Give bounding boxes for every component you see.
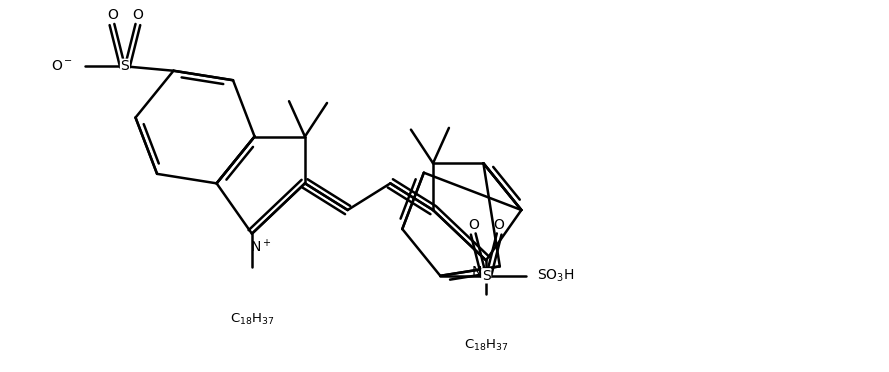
Text: O: O xyxy=(132,8,143,22)
Text: SO$_3$H: SO$_3$H xyxy=(537,267,574,284)
Text: N: N xyxy=(472,265,483,279)
Text: N$^+$: N$^+$ xyxy=(250,238,271,256)
Text: S: S xyxy=(482,269,491,283)
Text: O: O xyxy=(493,218,504,232)
Text: O: O xyxy=(469,218,479,232)
Text: O: O xyxy=(107,8,118,22)
Text: C$_{18}$H$_{37}$: C$_{18}$H$_{37}$ xyxy=(229,311,275,327)
Text: C$_{18}$H$_{37}$: C$_{18}$H$_{37}$ xyxy=(464,338,509,353)
Text: S: S xyxy=(121,59,129,73)
Text: O$^-$: O$^-$ xyxy=(51,59,73,73)
